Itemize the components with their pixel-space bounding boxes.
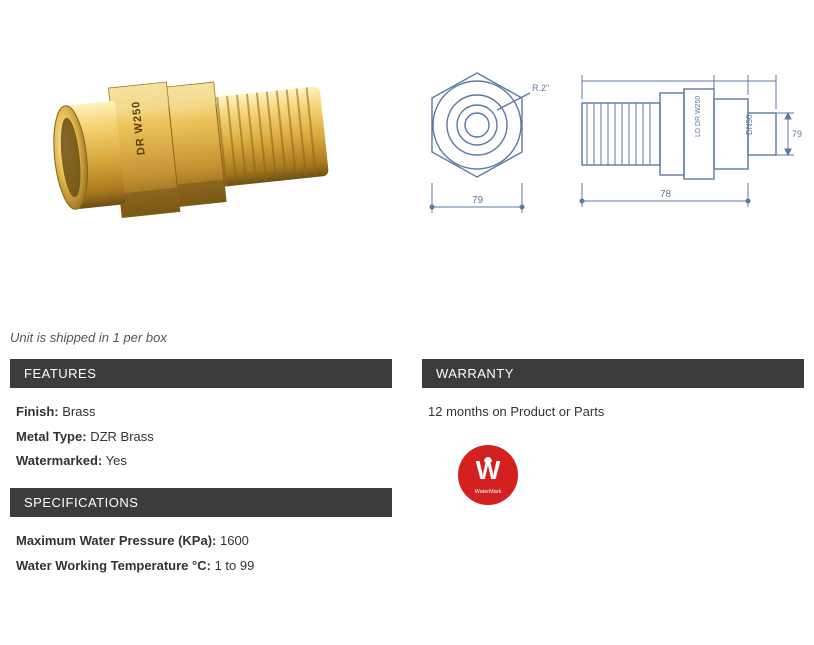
specs-body: Maximum Water Pressure (KPa): 1600 Water…: [10, 529, 392, 592]
spec-value: 1 to 99: [215, 558, 255, 573]
diagram-side-port: DN50: [745, 114, 754, 135]
spec-value: 1600: [220, 533, 249, 548]
feature-label: Watermarked:: [16, 453, 102, 468]
right-column: WARRANTY 12 months on Product or Parts W…: [422, 359, 804, 592]
feature-value: Brass: [62, 404, 95, 419]
diagram-side: LD DR W250 DN50 79 78: [572, 55, 802, 235]
top-row: DR W250 R.2": [10, 10, 804, 280]
features-body: Finish: Brass Metal Type: DZR Brass Wate…: [10, 400, 392, 488]
feature-label: Finish:: [16, 404, 59, 419]
product-render-svg: DR W250: [20, 45, 360, 245]
spec-label: Water Working Temperature °C:: [16, 558, 211, 573]
product-image: DR W250: [10, 45, 370, 245]
diagram-side-length: 78: [660, 189, 672, 200]
diagram-front-radius: R.2": [532, 83, 549, 93]
feature-value: DZR Brass: [90, 429, 154, 444]
spec-row: Water Working Temperature °C: 1 to 99: [16, 554, 386, 579]
technical-diagrams: R.2" 79: [400, 55, 804, 235]
features-header: FEATURES: [10, 359, 392, 388]
watermark-icon: W WaterMark: [456, 443, 520, 507]
info-columns: FEATURES Finish: Brass Metal Type: DZR B…: [10, 359, 804, 592]
spec-label: Maximum Water Pressure (KPa):: [16, 533, 216, 548]
watermark-badge: W WaterMark: [456, 443, 798, 516]
left-column: FEATURES Finish: Brass Metal Type: DZR B…: [10, 359, 392, 592]
diagram-front: R.2" 79: [402, 55, 552, 235]
warranty-body: 12 months on Product or Parts W WaterMar…: [422, 400, 804, 529]
diagram-side-height: 79: [792, 129, 802, 139]
feature-row: Finish: Brass: [16, 400, 386, 425]
diagram-side-marking: LD DR W250: [695, 96, 702, 137]
specs-header: SPECIFICATIONS: [10, 488, 392, 517]
feature-row: Metal Type: DZR Brass: [16, 425, 386, 450]
diagram-front-width: 79: [472, 195, 484, 206]
spec-row: Maximum Water Pressure (KPa): 1600: [16, 529, 386, 554]
feature-label: Metal Type:: [16, 429, 87, 444]
warranty-text: 12 months on Product or Parts: [428, 400, 798, 425]
warranty-header: WARRANTY: [422, 359, 804, 388]
feature-row: Watermarked: Yes: [16, 449, 386, 474]
watermark-label: WaterMark: [475, 489, 502, 495]
feature-value: Yes: [106, 453, 127, 468]
shipping-note: Unit is shipped in 1 per box: [10, 330, 804, 345]
